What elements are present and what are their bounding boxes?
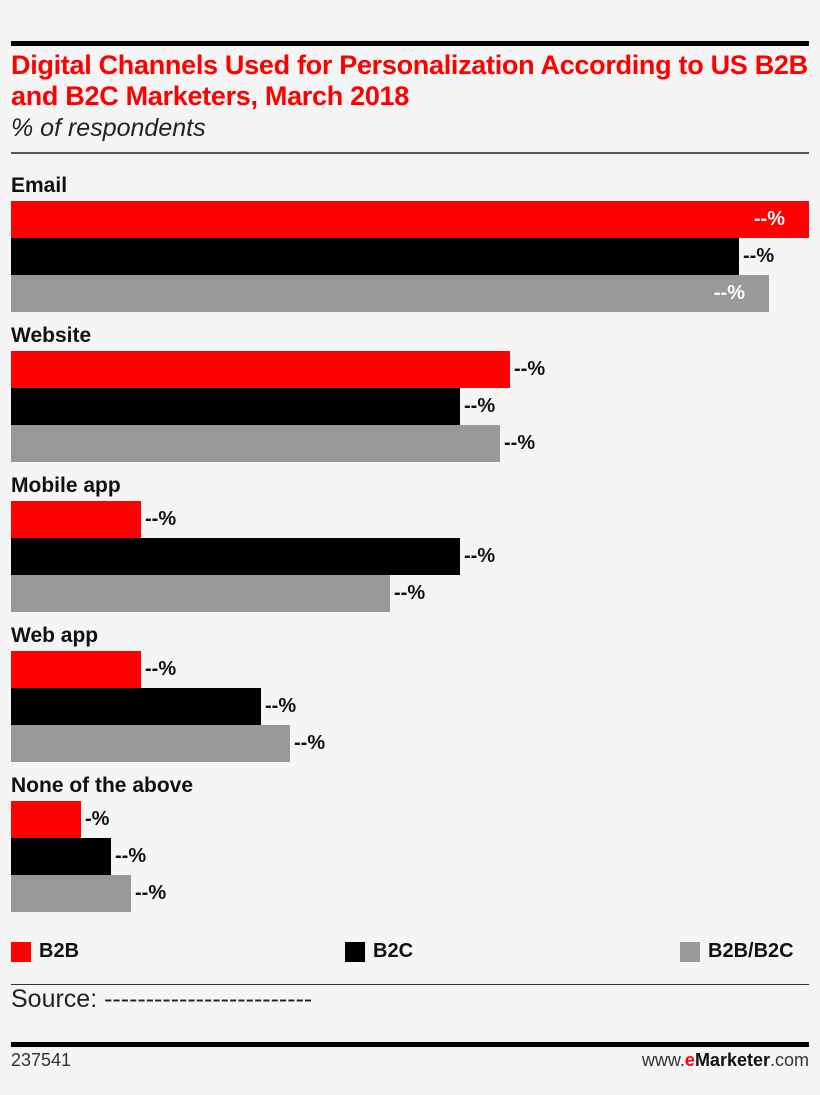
bar-b2b-b2c xyxy=(11,425,500,462)
bar-value-label: --% xyxy=(135,882,167,904)
top-rule xyxy=(11,41,809,46)
bar-value-label: --% xyxy=(265,695,297,717)
bar-value-label: --% xyxy=(743,245,775,267)
bar-b2b-b2c xyxy=(11,725,290,762)
source-divider xyxy=(11,984,809,985)
bar-value-label: --% xyxy=(464,545,496,567)
category-label: Web app xyxy=(11,624,99,647)
bar-b2c xyxy=(11,388,460,425)
chart-subtitle: % of respondents xyxy=(11,114,206,142)
bar-b2b-b2c xyxy=(11,875,131,912)
legend-item-b2c: B2C xyxy=(345,940,413,963)
bar-value-label: --% xyxy=(504,432,536,454)
legend-label: B2B xyxy=(39,940,80,962)
legend-label: B2C xyxy=(373,940,414,962)
bar-value-label: --% xyxy=(294,732,326,754)
legend-label: B2B/B2C xyxy=(708,940,794,962)
legend-item-b2b: B2B xyxy=(11,940,79,963)
bar-value-label: --% xyxy=(115,845,147,867)
bar-value-label: --% xyxy=(464,395,496,417)
category-label: Website xyxy=(11,324,92,347)
bar-value-label: --% xyxy=(145,508,177,530)
bar-b2c xyxy=(11,538,460,575)
title-divider xyxy=(11,152,809,154)
legend-swatch-b2c xyxy=(345,941,365,962)
legend-swatch-b2b xyxy=(11,941,31,962)
bar-b2b xyxy=(11,501,141,538)
bar-b2b-b2c xyxy=(11,575,390,612)
bottom-rule xyxy=(11,1042,809,1047)
bar-value-label: --% xyxy=(145,658,177,680)
bar-b2b xyxy=(11,651,141,688)
brand-url[interactable]: www.eMarketer.com xyxy=(641,1050,809,1070)
source-text: Source: ------------------------- xyxy=(11,985,313,1013)
category-label: None of the above xyxy=(11,774,194,797)
bar-b2b xyxy=(11,201,809,238)
bar-b2b xyxy=(11,351,510,388)
bar-value-label: --% xyxy=(713,282,745,304)
bar-value-label: --% xyxy=(514,358,546,380)
chart-title: Digital Channels Used for Personalizatio… xyxy=(11,50,808,111)
category-label: Email xyxy=(11,174,68,197)
bar-b2c xyxy=(11,838,111,875)
bar-value-label: -% xyxy=(85,808,110,830)
bar-value-label: --% xyxy=(394,582,426,604)
bar-b2b-b2c xyxy=(11,275,769,312)
bar-b2c xyxy=(11,238,739,275)
legend-swatch-b2b-b2c xyxy=(680,941,700,962)
bar-b2c xyxy=(11,688,261,725)
legend-item-b2b-b2c: B2B/B2C xyxy=(680,940,794,963)
chart-id: 237541 xyxy=(11,1050,72,1070)
bar-value-label: --% xyxy=(753,208,785,230)
category-label: Mobile app xyxy=(11,474,121,497)
bar-b2b xyxy=(11,801,81,838)
